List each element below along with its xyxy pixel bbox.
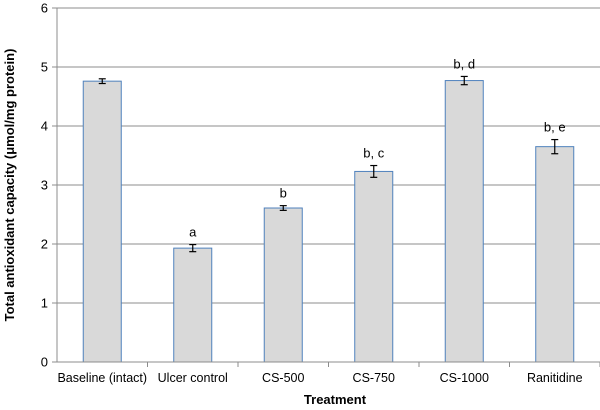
significance-label-4: b, d [453,56,475,71]
x-tick-label-2: CS-500 [262,371,304,385]
y-tick-label-6: 6 [41,1,48,16]
x-tick-labels: Baseline (intact) Ulcer control CS-500 CS-7… [57,371,582,385]
y-tick-label-3: 3 [41,178,48,193]
significance-label-3: b, c [363,146,384,161]
y-tick-label-5: 5 [41,60,48,75]
y-tick-label-4: 4 [41,119,48,134]
error-bars [98,75,559,253]
axes [52,7,600,367]
bar-0 [82,80,122,363]
y-tick-label-2: 2 [41,237,48,252]
x-tick-label-3: CS-750 [353,371,395,385]
bar-2 [263,207,303,363]
bar-1 [173,247,213,363]
y-axis-title: Total antioxidant capacity (μmol/mg prot… [2,49,17,322]
bar-3 [354,170,394,363]
bar-4 [444,80,484,363]
gridlines [57,7,600,304]
y-tick-labels: 0 1 2 3 4 5 6 [41,1,48,370]
bar-5 [535,146,575,363]
significance-label-1: a [189,225,197,240]
x-tick-label-1: Ulcer control [158,371,228,385]
x-axis-title: Treatment [304,392,367,407]
significance-label-2: b [280,186,287,201]
x-tick-label-0: Baseline (intact) [57,371,147,385]
significance-label-5: b, e [544,120,566,135]
y-tick-label-1: 1 [41,296,48,311]
x-tick-label-5: Ranitidine [527,371,583,385]
bars [82,80,575,363]
y-tick-label-0: 0 [41,355,48,370]
x-tick-label-4: CS-1000 [440,371,489,385]
significance-labels: a b b, c b, d b, e [189,56,565,239]
